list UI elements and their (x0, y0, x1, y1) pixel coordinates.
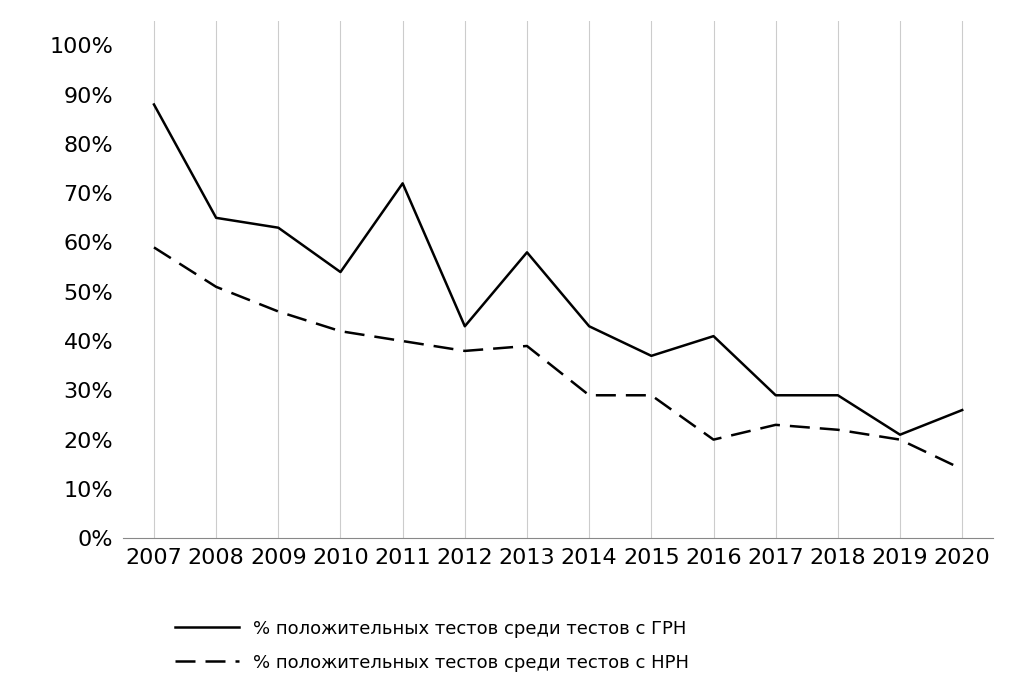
% положительных тестов среди тестов с НРН (272, 307, 285, 315)
% положительных тестов среди тестов с НРН (770, 421, 782, 429)
% положительных тестов среди тестов с ГРН (894, 431, 906, 439)
% положительных тестов среди тестов с ГРН (396, 179, 409, 188)
% положительных тестов среди тестов с НРН (521, 342, 534, 350)
% положительных тестов среди тестов с НРН (335, 327, 347, 335)
% положительных тестов среди тестов с ГРН (210, 214, 222, 222)
% положительных тестов среди тестов с НРН (956, 465, 969, 473)
% положительных тестов среди тестов с НРН (645, 391, 657, 400)
% положительных тестов среди тестов с НРН (831, 426, 844, 434)
% положительных тестов среди тестов с НРН (396, 337, 409, 345)
% положительных тестов среди тестов с НРН (894, 435, 906, 444)
Line: % положительных тестов среди тестов с ГРН: % положительных тестов среди тестов с ГР… (154, 104, 963, 435)
% положительных тестов среди тестов с НРН (583, 391, 595, 400)
% положительных тестов среди тестов с НРН (708, 435, 720, 444)
% положительных тестов среди тестов с ГРН (521, 248, 534, 257)
% положительных тестов среди тестов с ГРН (583, 322, 595, 331)
% положительных тестов среди тестов с ГРН (147, 100, 160, 108)
% положительных тестов среди тестов с ГРН (459, 322, 471, 331)
% положительных тестов среди тестов с ГРН (770, 391, 782, 400)
% положительных тестов среди тестов с ГРН (831, 391, 844, 400)
Legend: % положительных тестов среди тестов с ГРН, % положительных тестов среди тестов с: % положительных тестов среди тестов с ГР… (175, 620, 689, 673)
Line: % положительных тестов среди тестов с НРН: % положительных тестов среди тестов с НР… (154, 248, 963, 469)
% положительных тестов среди тестов с ГРН (335, 268, 347, 276)
% положительных тестов среди тестов с ГРН (956, 406, 969, 414)
% положительных тестов среди тестов с ГРН (272, 224, 285, 232)
% положительных тестов среди тестов с НРН (210, 283, 222, 291)
% положительных тестов среди тестов с ГРН (645, 352, 657, 360)
% положительных тестов среди тестов с НРН (459, 347, 471, 355)
% положительных тестов среди тестов с ГРН (708, 332, 720, 340)
% положительных тестов среди тестов с НРН (147, 244, 160, 252)
